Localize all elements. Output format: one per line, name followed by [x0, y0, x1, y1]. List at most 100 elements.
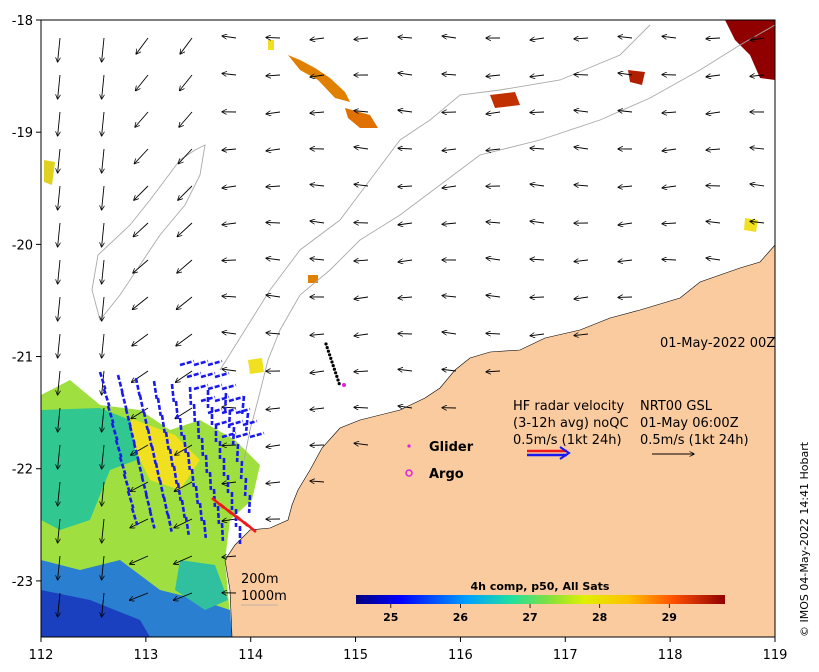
model-arrow	[102, 222, 104, 247]
model-arrow	[102, 111, 104, 136]
model-arrow	[58, 111, 60, 136]
model-arrow	[486, 333, 501, 334]
model-arrow	[354, 184, 369, 186]
model-arrow	[354, 407, 369, 408]
model-arrow	[102, 37, 104, 62]
model-arrow	[706, 221, 721, 223]
velocity-legend: HF radar velocity (3-12h avg) noQC 0.5m/…	[513, 399, 749, 460]
model-arrow	[131, 444, 149, 455]
model-arrow	[58, 444, 60, 469]
model-arrow	[354, 147, 369, 149]
model-arrow	[266, 445, 281, 447]
y-tick-label: -22	[12, 463, 33, 478]
model-arrow	[706, 149, 721, 150]
model-arrow	[58, 518, 60, 543]
hf-arrow	[214, 395, 230, 403]
hf-arrow	[243, 477, 248, 497]
hf-arrow	[207, 359, 223, 367]
x-tick-label: 114	[238, 648, 263, 663]
model-arrow	[618, 36, 633, 38]
hf-arrow	[98, 371, 107, 390]
model-arrow	[310, 184, 325, 186]
model-arrow	[310, 334, 325, 335]
model-arrow	[486, 75, 501, 76]
hf-arrow	[193, 383, 209, 391]
hf-arrow	[132, 442, 140, 461]
model-arrow	[706, 75, 721, 77]
hf-arrow	[208, 471, 213, 491]
model-arrow	[662, 149, 677, 151]
x-tick-label: 116	[448, 648, 473, 663]
model-arrow	[750, 38, 765, 40]
model-arrow	[398, 148, 413, 149]
hf-arrow	[247, 494, 252, 514]
hf-arrow	[134, 377, 141, 396]
hf-legend-line3: 0.5m/s (1kt 24h)	[513, 433, 622, 448]
hf-arrow	[114, 439, 123, 458]
model-arrow	[310, 371, 325, 373]
model-arrow	[442, 36, 457, 38]
model-arrow	[266, 149, 281, 151]
model-arrow	[398, 406, 413, 408]
colorbar-tick-label: 29	[662, 611, 677, 624]
hf-arrow	[154, 462, 161, 481]
hf-arrow	[150, 445, 157, 464]
model-arrow	[266, 112, 281, 114]
model-arrow	[354, 371, 369, 372]
model-arrow	[177, 222, 193, 237]
hf-arrow	[168, 448, 174, 467]
model-arrow	[266, 295, 281, 297]
hf-arrow	[182, 434, 188, 454]
model-arrow	[133, 222, 149, 237]
model-arrow	[102, 148, 104, 173]
model-arrow	[310, 408, 325, 410]
model-arrow	[530, 259, 545, 260]
hf-arrow	[186, 451, 192, 471]
x-tick-label: 117	[553, 648, 578, 663]
model-arrow	[131, 370, 149, 382]
model-arrow	[222, 260, 237, 261]
plot-frame	[40, 19, 776, 638]
model-arrow	[102, 185, 104, 210]
model-arrow	[132, 333, 149, 346]
hf-arrow	[244, 412, 250, 432]
hf-arrow	[221, 431, 237, 439]
model-arrow	[174, 518, 193, 528]
model-arrow	[398, 369, 413, 371]
model-arrow	[530, 184, 545, 186]
model-arrow	[102, 333, 104, 358]
model-arrow	[132, 296, 149, 309]
hf-arrow	[200, 395, 216, 403]
hf-arrow	[200, 437, 205, 457]
model-arrow	[398, 223, 413, 225]
hf-arrow	[212, 488, 217, 508]
glider-position	[342, 383, 346, 387]
platform-legend: Glider Argo	[405, 440, 474, 482]
hf-arrow	[176, 482, 182, 501]
x-tick-label: 118	[658, 648, 683, 663]
hf-arrow	[188, 386, 193, 406]
hf-arrow	[221, 383, 237, 391]
model-arrow	[58, 74, 60, 99]
model-arrow	[58, 37, 60, 62]
hf-arrow	[142, 411, 149, 430]
hf-arrow	[120, 391, 128, 410]
model-arrow	[662, 186, 677, 188]
glider-track-dot	[335, 374, 339, 378]
x-tick-label: 112	[29, 648, 54, 663]
model-arrow	[58, 592, 60, 617]
hf-arrow	[116, 374, 124, 393]
model-arrow	[129, 592, 149, 600]
hf-arrow	[207, 383, 223, 391]
glider-track-dot	[330, 360, 334, 364]
isobath-200m-label: 200m	[241, 572, 278, 587]
hf-arrow	[152, 380, 158, 399]
model-arrow	[486, 258, 501, 260]
colorbar-tick-label: 28	[592, 611, 607, 624]
glider-track-dot	[325, 346, 329, 350]
model-arrow	[618, 260, 633, 262]
hf-arrow	[106, 405, 115, 424]
model-arrow	[618, 111, 633, 112]
y-tick-label: -21	[12, 351, 33, 366]
model-arrow	[102, 74, 104, 99]
